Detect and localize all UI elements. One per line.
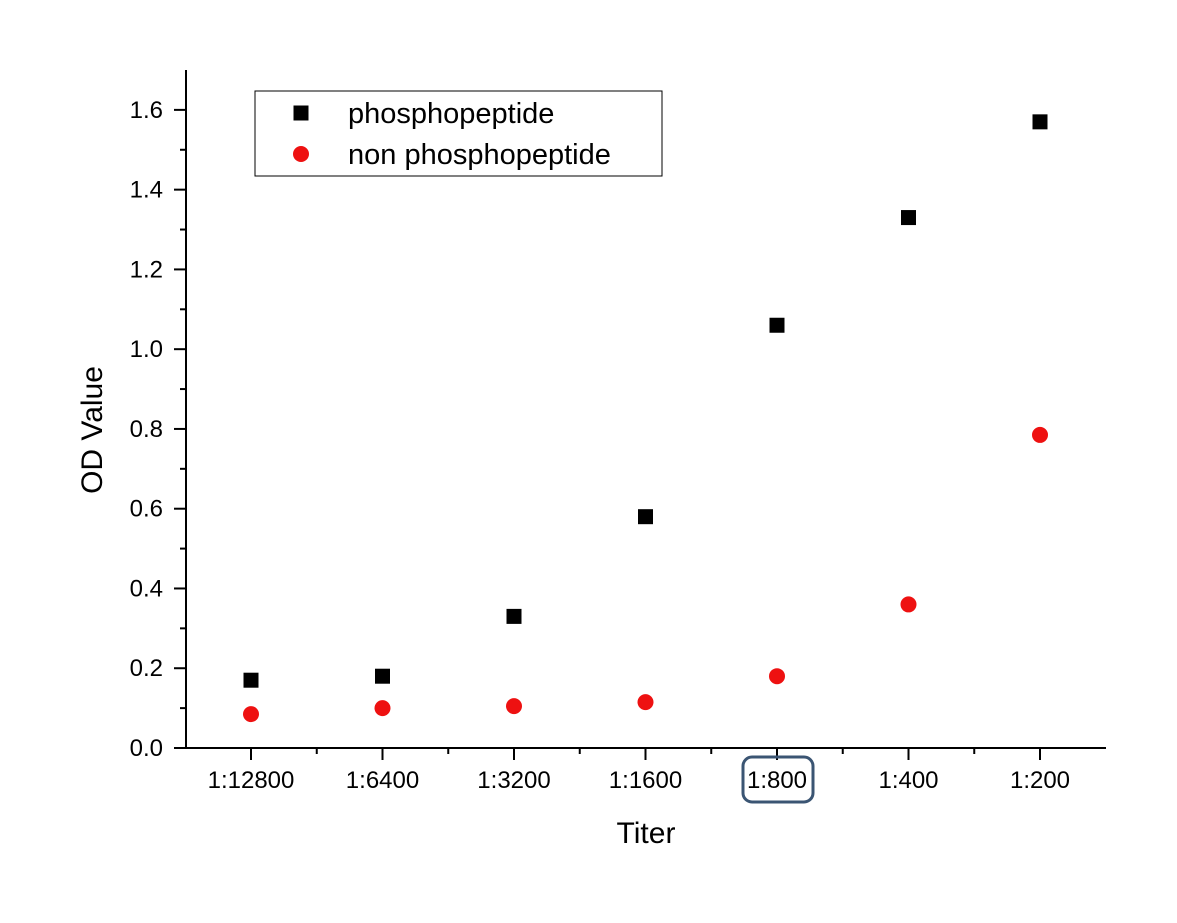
point-non-phosphopeptide-3 bbox=[637, 694, 654, 711]
legend-label: non phosphopeptide bbox=[348, 139, 611, 171]
point-non-phosphopeptide-6 bbox=[1032, 426, 1048, 443]
x-tick-label: 1:12800 bbox=[208, 767, 295, 794]
highlight-box bbox=[741, 755, 815, 804]
y-tick-label: 1.6 bbox=[130, 97, 163, 124]
point-non-phosphopeptide-1 bbox=[374, 700, 391, 717]
x-tick-label: 1:6400 bbox=[346, 767, 419, 794]
x-tick-label: 1:400 bbox=[878, 767, 938, 794]
point-phosphopeptide-2 bbox=[506, 608, 522, 624]
y-tick-label: 1.2 bbox=[130, 256, 163, 283]
y-tick-label: 0.0 bbox=[130, 735, 163, 762]
legend: phosphopeptide non phosphopeptide bbox=[254, 90, 663, 177]
point-non-phosphopeptide-5 bbox=[900, 596, 917, 613]
y-tick-label: 0.4 bbox=[130, 575, 163, 602]
point-non-phosphopeptide-4 bbox=[769, 668, 785, 685]
point-phosphopeptide-0 bbox=[243, 672, 259, 688]
point-phosphopeptide-4 bbox=[769, 317, 785, 333]
y-tick-label: 1.0 bbox=[130, 336, 163, 363]
legend-marker-circle bbox=[293, 146, 309, 162]
x-tick-label: 1:1600 bbox=[609, 767, 682, 794]
legend-items: phosphopeptide non phosphopeptide bbox=[293, 98, 611, 171]
point-non-phosphopeptide-0 bbox=[243, 706, 259, 723]
x-axis-title: Titer bbox=[617, 817, 676, 850]
y-ticks: 0.0 0.2 0.4 0.6 0.8 1.0 1.2 1.4 1.6 bbox=[130, 97, 186, 762]
x-ticks: 1:12800 1:6400 1:3200 1:1600 1:800 1:400 1:200 bbox=[208, 748, 1070, 794]
y-tick-label: 0.2 bbox=[130, 655, 163, 682]
point-non-phosphopeptide-2 bbox=[506, 698, 522, 715]
y-tick-label: 0.8 bbox=[130, 416, 163, 443]
y-tick-label: 1.4 bbox=[130, 177, 163, 204]
x-tick-label: 1:3200 bbox=[477, 767, 550, 794]
legend-label: phosphopeptide bbox=[348, 98, 554, 130]
point-phosphopeptide-5 bbox=[901, 210, 916, 226]
legend-frame bbox=[254, 90, 663, 177]
legend-marker-square bbox=[293, 105, 309, 121]
point-phosphopeptide-3 bbox=[638, 509, 653, 525]
data-points bbox=[243, 114, 1048, 723]
point-phosphopeptide-1 bbox=[375, 668, 390, 684]
point-phosphopeptide-6 bbox=[1032, 114, 1048, 130]
y-tick-label: 0.6 bbox=[130, 496, 163, 523]
x-tick-label: 1:200 bbox=[1010, 767, 1070, 794]
x-tick-label: 1:800 bbox=[747, 767, 807, 794]
y-axis-title: OD Value bbox=[76, 366, 109, 494]
